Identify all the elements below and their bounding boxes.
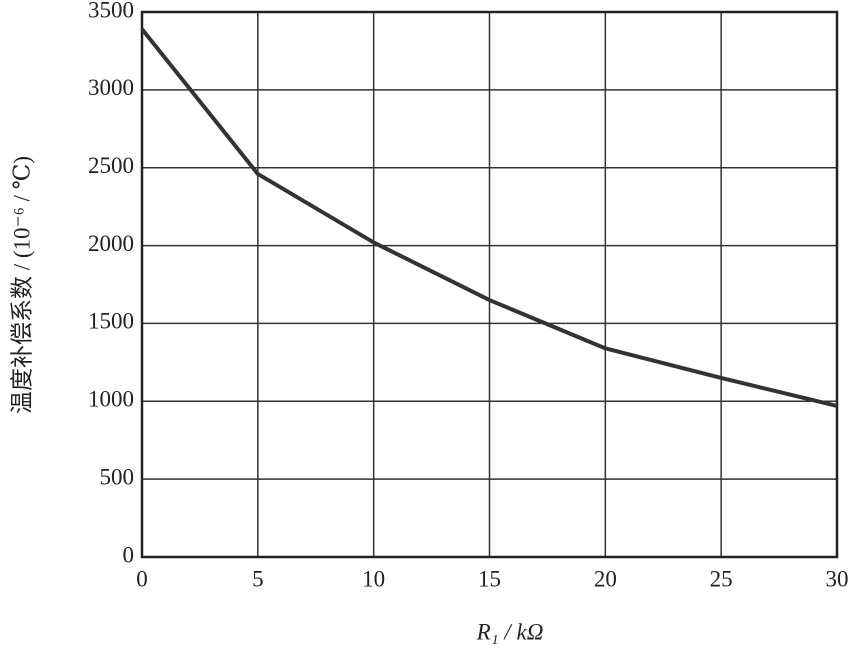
y-tick-label: 1500 (88, 309, 134, 334)
x-tick-label: 20 (594, 566, 617, 591)
x-tick-label: 25 (710, 566, 733, 591)
y-tick-label: 3500 (88, 0, 134, 22)
x-tick-label: 5 (252, 566, 264, 591)
x-tick-label: 30 (826, 566, 849, 591)
y-tick-label: 3000 (88, 75, 134, 100)
y-tick-label: 2500 (88, 153, 134, 178)
x-axis-label: R₁ / kΩ (476, 619, 544, 644)
data-line (140, 27, 838, 408)
y-tick-label: 500 (100, 464, 135, 489)
plot-frame (140, 10, 839, 559)
y-axis-label: 温度补偿系数 / (10⁻⁶ / ℃) (9, 156, 34, 414)
x-tick-label: 10 (362, 566, 385, 591)
y-tick-label: 2000 (88, 231, 134, 256)
y-tick-label: 0 (123, 542, 135, 567)
y-tick-label: 1000 (88, 387, 134, 412)
x-tick-label: 15 (478, 566, 501, 591)
x-tick-label: 0 (136, 566, 148, 591)
